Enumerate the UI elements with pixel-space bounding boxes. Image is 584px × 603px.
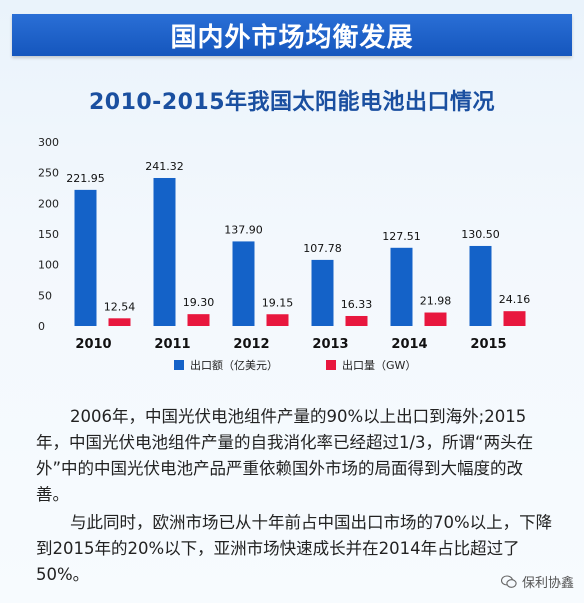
- data-label-export-volume: 21.98: [420, 295, 452, 308]
- wechat-icon: [500, 574, 517, 588]
- legend-swatch-export-volume: [326, 360, 336, 370]
- bar-export-value: [469, 245, 492, 326]
- bar-chart: 300 250 200 150 100 50 0 221.95 12.54 2010 241.32 1…: [38, 136, 531, 352]
- legend-label-export-volume: 出口量（GW）: [342, 359, 417, 372]
- data-label-export-value: 107.78: [303, 242, 342, 255]
- x-tick-label: 2012: [233, 337, 269, 352]
- bar-export-value: [311, 259, 334, 326]
- y-tick-label: 150: [38, 228, 59, 241]
- data-label-export-volume: 19.30: [183, 296, 215, 309]
- section-banner: 国内外市场均衡发展: [12, 14, 572, 56]
- data-label-export-value: 241.32: [145, 160, 184, 173]
- bar-export-value: [232, 241, 255, 326]
- y-tick-label: 300: [38, 136, 59, 149]
- legend-label-export-value: 出口额（亿美元）: [190, 359, 278, 372]
- data-label-export-value: 127.51: [382, 230, 421, 243]
- y-tick-label: 200: [38, 197, 59, 210]
- y-tick-label: 50: [38, 289, 52, 302]
- data-label-export-value: 221.95: [66, 172, 105, 185]
- y-tick-label: 100: [38, 259, 59, 272]
- bar-export-volume: [503, 311, 526, 326]
- bar-export-volume: [424, 312, 447, 326]
- y-tick-label: 0: [38, 320, 45, 333]
- watermark: 保利协鑫: [500, 572, 574, 591]
- bar-export-volume: [266, 314, 289, 326]
- watermark-text: 保利协鑫: [521, 576, 574, 591]
- x-tick-label: 2011: [154, 337, 190, 352]
- bar-export-value: [153, 177, 176, 326]
- legend-item-export-value: 出口额（亿美元）: [174, 357, 278, 373]
- bar-export-value: [74, 189, 97, 326]
- x-tick-label: 2014: [391, 337, 427, 352]
- data-label-export-volume: 12.54: [104, 300, 136, 313]
- bar-export-volume: [187, 314, 210, 326]
- chart-legend: 出口额（亿美元） 出口量（GW）: [0, 357, 584, 377]
- data-label-export-value: 137.90: [224, 223, 263, 236]
- x-tick-label: 2010: [75, 337, 111, 352]
- banner-title: 国内外市场均衡发展: [170, 22, 414, 53]
- paragraph-1: 2006年，中国光伏电池组件产量的90%以上出口到海外;2015年，中国光伏电池…: [36, 407, 534, 504]
- y-tick-label: 250: [38, 167, 59, 180]
- data-label-export-volume: 16.33: [341, 298, 373, 311]
- x-tick-label: 2015: [470, 337, 506, 352]
- bar-export-value: [390, 247, 413, 326]
- bar-export-volume: [345, 315, 368, 326]
- bar-export-volume: [108, 318, 131, 326]
- legend-item-export-volume: 出口量（GW）: [326, 357, 416, 373]
- data-label-export-volume: 24.16: [499, 293, 531, 306]
- legend-swatch-export-value: [174, 360, 184, 370]
- chart-title: 2010-2015年我国太阳能电池出口情况: [88, 90, 496, 115]
- data-label-export-value: 130.50: [461, 228, 500, 241]
- x-tick-label: 2013: [312, 337, 348, 352]
- data-label-export-volume: 19.15: [262, 296, 294, 309]
- paragraph-2: 与此同时，欧洲市场已从十年前占中国出口市场的70%以上，下降到2015年的20%…: [36, 513, 553, 584]
